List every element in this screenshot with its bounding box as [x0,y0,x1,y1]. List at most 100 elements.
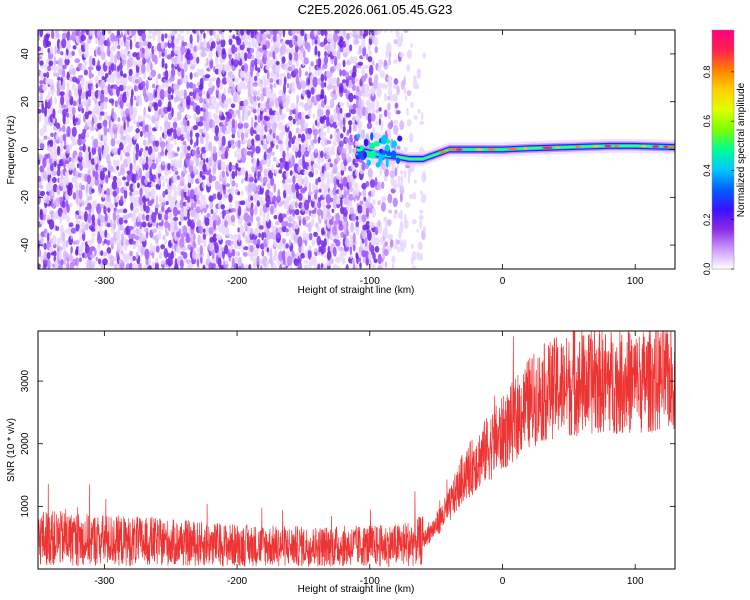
noise-cell [260,82,264,93]
noise-cell [292,208,296,217]
noise-cell [396,31,400,39]
noise-cell [231,257,236,268]
noise-cell [38,263,41,269]
noise-cell [155,234,159,245]
noise-cell [91,95,95,101]
noise-cell [244,106,248,114]
noise-cell [231,170,236,180]
noise-cell [155,245,160,253]
noise-cell [72,114,76,124]
noise-cell [72,100,77,107]
noise-cell [237,191,241,196]
noise-cell [108,213,111,223]
noise-cell [399,52,405,58]
noise-cell [294,209,300,216]
noise-cell [297,149,302,158]
noise-cell [157,99,162,108]
noise-cell [71,106,76,116]
noise-cell [335,128,340,133]
noise-cell [168,223,171,232]
noise-cell [368,202,373,209]
noise-cell [389,169,396,179]
noise-cell [105,58,108,67]
noise-cell [170,250,175,260]
noise-cell [400,185,404,191]
noise-cell [174,258,178,266]
noise-cell [57,57,63,66]
signal-onset-cell [356,133,361,139]
noise-cell [100,203,105,209]
noise-cell [215,101,220,110]
noise-cell [87,110,92,115]
noise-cell [189,137,193,146]
noise-cell [161,57,165,68]
noise-cell [341,147,347,154]
noise-cell [180,124,186,135]
noise-cell [180,121,184,126]
noise-cell [265,86,271,98]
noise-cell [238,233,241,243]
noise-cell [118,217,124,225]
noise-cell [346,32,351,40]
noise-cell [317,30,321,36]
noise-cell [416,251,420,261]
noise-cell [376,87,382,98]
noise-cell [368,75,372,86]
noise-cell [294,146,299,153]
noise-cell [253,30,257,36]
noise-cell [249,244,254,253]
noise-cell [280,40,286,46]
noise-cell [140,245,146,255]
noise-cell [173,220,177,228]
noise-cell [78,151,83,159]
noise-cell [113,63,117,72]
noise-cell [97,30,100,39]
noise-cell [106,46,111,57]
noise-cell [62,64,67,70]
noise-cell [260,79,264,85]
noise-cell [85,182,89,193]
noise-cell [297,133,302,139]
noise-cell [40,70,44,81]
noise-cell [349,207,355,215]
noise-cell [272,121,278,129]
noise-cell [410,42,413,48]
noise-cell [74,58,81,64]
noise-cell [195,93,200,101]
noise-cell [88,79,93,84]
noise-cell [270,33,274,44]
noise-cell [147,265,153,269]
noise-cell [59,152,63,159]
chart-title: C2E5.2026.061.05.45.G23 [298,2,453,17]
noise-cell [269,247,273,259]
spectrogram-y-label: Frequency (Hz) [6,116,17,185]
noise-cell [183,208,188,218]
noise-cell [159,175,166,181]
noise-cell [225,76,230,83]
noise-cell [103,125,108,136]
noise-cell [265,227,270,236]
noise-cell [258,196,264,204]
noise-cell [209,200,214,210]
noise-cell [342,117,346,126]
noise-cell [106,262,111,268]
noise-cell [40,190,46,197]
noise-cell [297,193,303,201]
noise-cell [348,80,353,89]
noise-cell [214,125,219,136]
noise-cell [247,105,253,110]
noise-cell [329,258,334,265]
noise-cell [243,122,249,129]
noise-cell [413,75,417,83]
noise-cell [247,41,252,49]
noise-cell [297,111,303,120]
noise-cell [151,245,157,254]
noise-cell [103,144,110,154]
noise-cell [107,207,111,213]
noise-cell [198,225,204,235]
noise-cell [55,122,61,129]
noise-cell [357,204,363,214]
noise-cell [262,255,268,267]
noise-cell [95,64,102,72]
